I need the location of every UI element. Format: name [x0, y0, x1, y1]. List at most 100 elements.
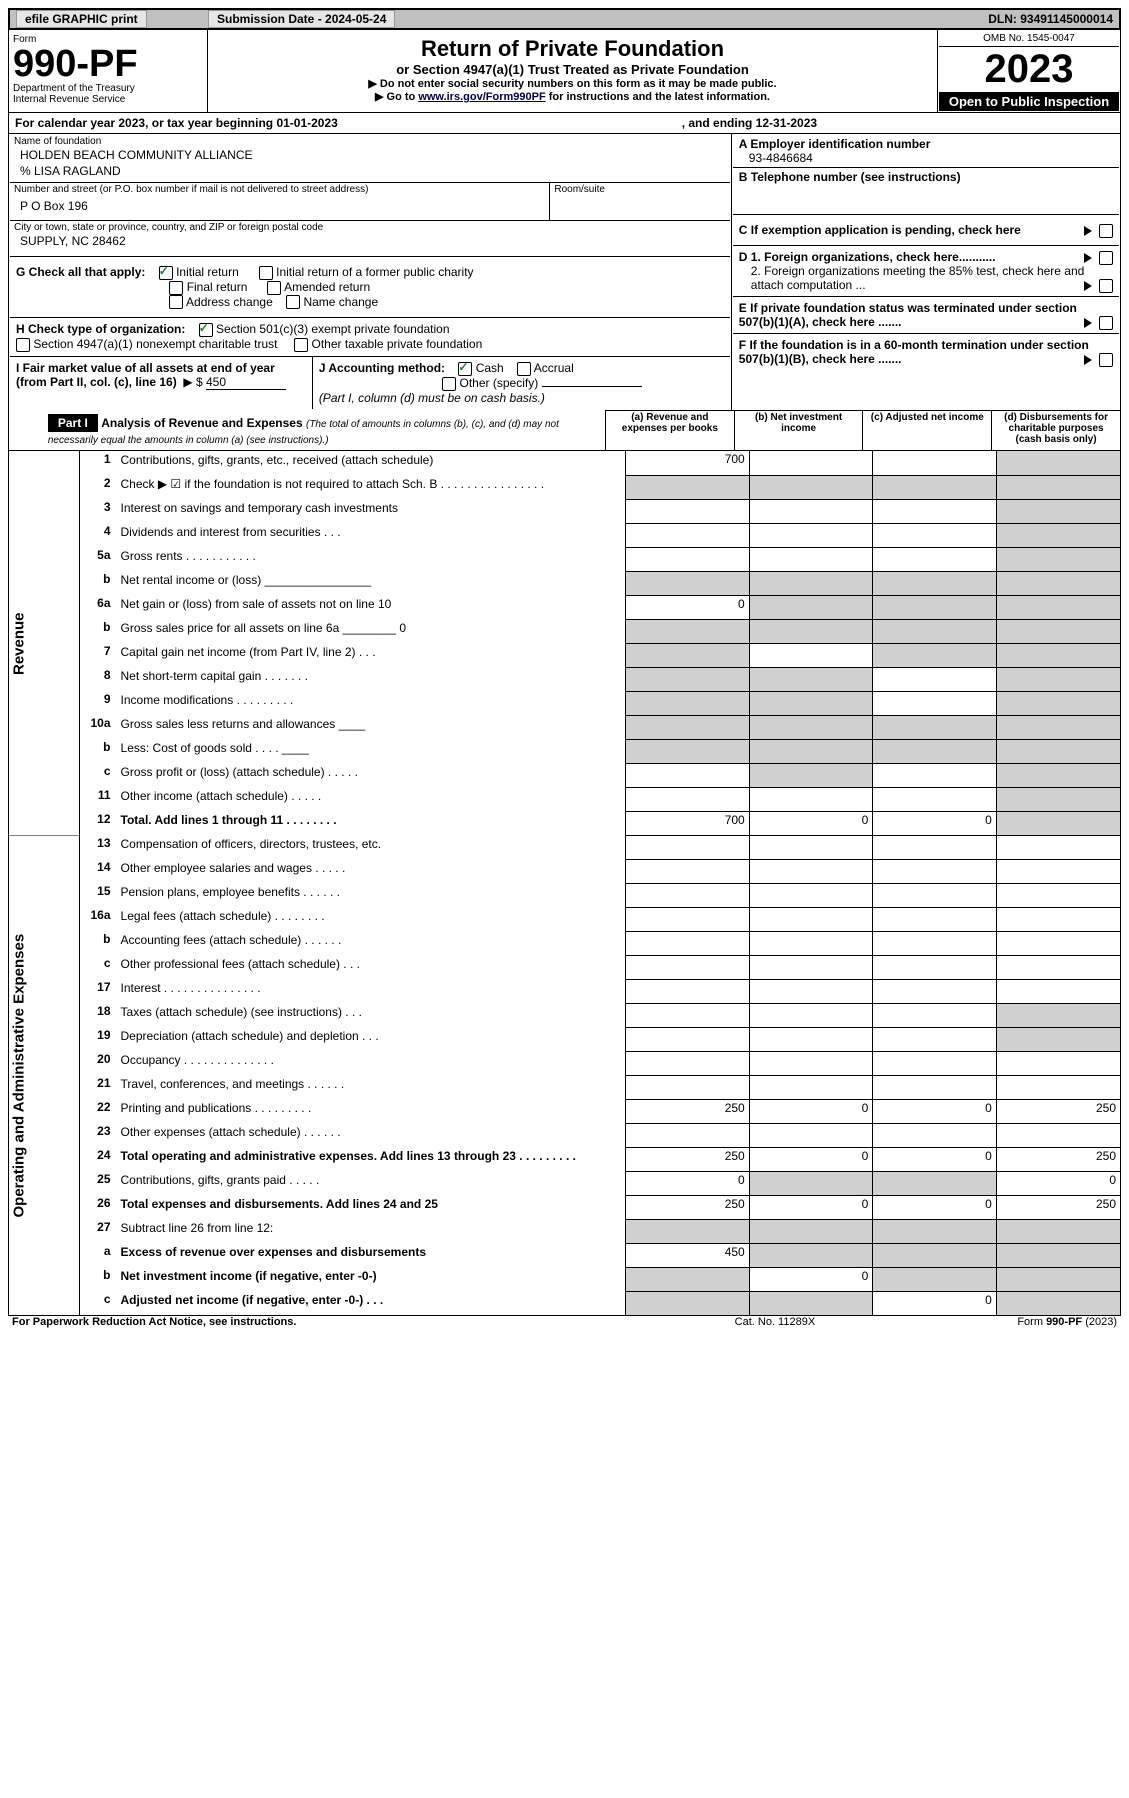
- cell-d: [996, 931, 1120, 955]
- cell-b: [749, 1075, 873, 1099]
- g-amended: Amended return: [284, 280, 370, 294]
- line-text: Interest . . . . . . . . . . . . . . .: [117, 979, 626, 1003]
- h-4947-checkbox[interactable]: [16, 338, 30, 352]
- cell-d: [996, 1075, 1120, 1099]
- cell-a: [625, 1219, 749, 1243]
- cell-a: [625, 715, 749, 739]
- e-checkbox[interactable]: [1099, 316, 1113, 330]
- f-checkbox[interactable]: [1099, 353, 1113, 367]
- cell-d: [996, 1003, 1120, 1027]
- line-number: 15: [80, 883, 117, 907]
- g-name-checkbox[interactable]: [286, 295, 300, 309]
- j-other-checkbox[interactable]: [442, 377, 456, 391]
- table-row: 3Interest on savings and temporary cash …: [9, 499, 1121, 523]
- cell-c: [873, 979, 997, 1003]
- cell-d: [996, 643, 1120, 667]
- line-text: Other employee salaries and wages . . . …: [117, 859, 626, 883]
- cell-a: [625, 907, 749, 931]
- cell-b: [749, 475, 873, 499]
- dln: DLN: 93491145000014: [745, 9, 1120, 29]
- cell-b: [749, 523, 873, 547]
- cell-c: [873, 619, 997, 643]
- cell-b: [749, 763, 873, 787]
- cell-a: 250: [625, 1195, 749, 1219]
- cell-d: [996, 619, 1120, 643]
- city-state-zip: SUPPLY, NC 28462: [10, 234, 730, 256]
- efile-print-button[interactable]: efile GRAPHIC print: [16, 10, 147, 28]
- cat-no: Cat. No. 11289X: [674, 1316, 876, 1328]
- cell-a: [625, 787, 749, 811]
- line-number: 27: [80, 1219, 117, 1243]
- c-checkbox[interactable]: [1099, 224, 1113, 238]
- h-other-checkbox[interactable]: [294, 338, 308, 352]
- table-row: 22Printing and publications . . . . . . …: [9, 1099, 1121, 1123]
- table-row: 8Net short-term capital gain . . . . . .…: [9, 667, 1121, 691]
- cell-b: [749, 667, 873, 691]
- cell-d: [996, 763, 1120, 787]
- h-501c3: Section 501(c)(3) exempt private foundat…: [216, 322, 449, 336]
- cell-c: [873, 499, 997, 523]
- h-4947: Section 4947(a)(1) nonexempt charitable …: [33, 337, 277, 351]
- cell-c: [873, 571, 997, 595]
- cell-b: [749, 907, 873, 931]
- d2-checkbox[interactable]: [1099, 279, 1113, 293]
- g-addr-checkbox[interactable]: [169, 295, 183, 309]
- line-number: b: [80, 1267, 117, 1291]
- cell-c: [873, 547, 997, 571]
- table-row: 12Total. Add lines 1 through 11 . . . . …: [9, 811, 1121, 835]
- line-text: Dividends and interest from securities .…: [117, 523, 626, 547]
- ein-value: 93-4846684: [739, 151, 813, 165]
- g-initial-former-checkbox[interactable]: [259, 266, 273, 280]
- line-text: Accounting fees (attach schedule) . . . …: [117, 931, 626, 955]
- cell-c: [873, 1243, 997, 1267]
- cell-d: [996, 811, 1120, 835]
- cell-c: [873, 715, 997, 739]
- line-number: 25: [80, 1171, 117, 1195]
- line-text: Other expenses (attach schedule) . . . .…: [117, 1123, 626, 1147]
- g-amended-checkbox[interactable]: [267, 281, 281, 295]
- table-row: bAccounting fees (attach schedule) . . .…: [9, 931, 1121, 955]
- cell-a: [625, 547, 749, 571]
- cell-a: [625, 883, 749, 907]
- line-text: Travel, conferences, and meetings . . . …: [117, 1075, 626, 1099]
- instructions-link[interactable]: www.irs.gov/Form990PF: [418, 91, 545, 103]
- table-row: 26Total expenses and disbursements. Add …: [9, 1195, 1121, 1219]
- cell-b: [749, 571, 873, 595]
- cell-d: [996, 1243, 1120, 1267]
- g-initial-return-checkbox[interactable]: [159, 266, 173, 280]
- cell-d: [996, 667, 1120, 691]
- line-text: Net investment income (if negative, ente…: [117, 1267, 626, 1291]
- line-text: Excess of revenue over expenses and disb…: [117, 1243, 626, 1267]
- h-501c3-checkbox[interactable]: [199, 323, 213, 337]
- cell-b: 0: [749, 1147, 873, 1171]
- cell-a: 250: [625, 1099, 749, 1123]
- instr-2: ▶ Go to www.irs.gov/Form990PF for instru…: [212, 90, 933, 103]
- line-number: 4: [80, 523, 117, 547]
- cell-a: [625, 739, 749, 763]
- omb: OMB No. 1545-0047: [939, 31, 1119, 47]
- form-subtitle: or Section 4947(a)(1) Trust Treated as P…: [212, 62, 933, 77]
- cell-c: 0: [873, 1291, 997, 1316]
- cell-d: 250: [996, 1099, 1120, 1123]
- cell-b: [749, 1027, 873, 1051]
- d1-checkbox[interactable]: [1099, 251, 1113, 265]
- cell-d: [996, 955, 1120, 979]
- j-accrual-checkbox[interactable]: [517, 362, 531, 376]
- cell-c: [873, 739, 997, 763]
- h-label: H Check type of organization:: [16, 322, 185, 336]
- cell-a: [625, 571, 749, 595]
- cell-b: [749, 691, 873, 715]
- cell-a: [625, 1003, 749, 1027]
- cell-c: 0: [873, 1147, 997, 1171]
- cell-a: [625, 475, 749, 499]
- table-row: Operating and Administrative Expenses13C…: [9, 835, 1121, 859]
- j-cash-checkbox[interactable]: [458, 362, 472, 376]
- line-text: Check ▶ ☑ if the foundation is not requi…: [117, 475, 626, 499]
- arrow-icon: [1084, 355, 1092, 365]
- cell-c: [873, 1075, 997, 1099]
- d1-label: D 1. Foreign organizations, check here..…: [739, 250, 996, 264]
- g-final-checkbox[interactable]: [169, 281, 183, 295]
- cell-b: [749, 715, 873, 739]
- cell-c: [873, 475, 997, 499]
- cell-b: [749, 1123, 873, 1147]
